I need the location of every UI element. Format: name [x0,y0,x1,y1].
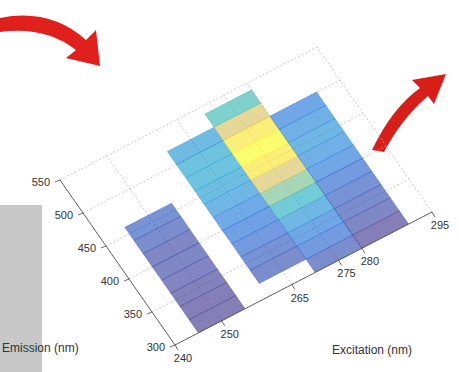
x-tick-label: 295 [431,219,449,231]
cell [125,203,181,240]
y-tick-label: 400 [101,275,119,287]
y-tick-label: 500 [55,209,73,221]
chart: 240 250 265 275 280 295 300 350 400 450 500 550 Emis… [0,0,459,372]
cell [205,90,261,127]
y-tick-label: 550 [32,176,50,188]
grid [60,47,432,345]
y-tick [55,180,60,182]
x-tick [432,212,435,217]
x-axis-line [175,212,432,345]
y-tick [78,213,83,215]
y-tick-label: 450 [78,242,96,254]
x-tick [362,248,365,253]
y-tick [124,279,129,281]
x-tick [292,285,295,290]
y-axis-title: Emission (nm) [2,341,79,355]
cells [125,90,409,333]
x-tick [175,345,178,350]
arrow [372,74,446,152]
x-tick-label: 265 [291,292,309,304]
x-tick-label: 275 [337,267,355,279]
y-axis-line [60,180,175,345]
y-tick-label: 300 [147,341,165,353]
x-tick-label: 250 [221,328,239,340]
x-tick-label: 280 [361,255,379,267]
y-tick [170,345,175,347]
cell [270,92,326,129]
x-axis-title: Excitation (nm) [332,343,412,357]
x-tick [222,321,225,326]
x-tick-label: 240 [174,352,192,364]
x-tick [339,260,342,265]
y-tick [147,312,152,314]
y-tick-label: 350 [124,308,142,320]
axes: 240 250 265 275 280 295 300 350 400 450 500 550 [32,176,450,364]
cell [167,127,223,164]
y-tick [101,246,106,248]
arrow [0,16,100,66]
